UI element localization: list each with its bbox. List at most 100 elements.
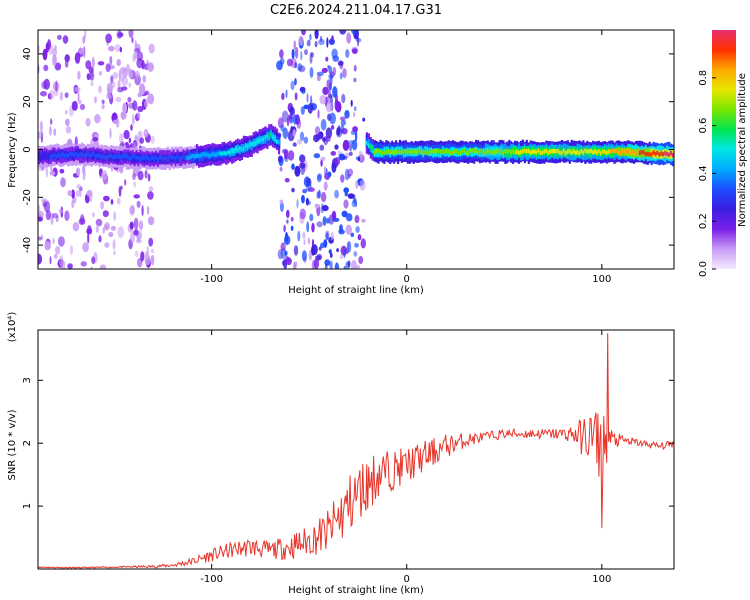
noise-blob bbox=[104, 221, 111, 231]
noise-blob bbox=[70, 245, 73, 255]
noise-blob bbox=[95, 225, 100, 233]
noise-blob bbox=[320, 191, 327, 203]
ridge-cell bbox=[242, 146, 245, 151]
noise-blob bbox=[323, 166, 327, 175]
noise-blob bbox=[85, 117, 91, 127]
ridge-cell bbox=[116, 153, 119, 158]
noise-blob bbox=[95, 218, 103, 227]
noise-blob bbox=[342, 68, 347, 79]
noise-blob bbox=[346, 32, 352, 44]
noise-blob bbox=[326, 217, 330, 224]
noise-blob bbox=[350, 232, 355, 237]
ridge-cell bbox=[594, 149, 597, 154]
noise-blob bbox=[77, 91, 80, 103]
ridge-cell bbox=[86, 151, 89, 161]
snr-ytick-label: 1 bbox=[22, 503, 33, 509]
ridge-cell bbox=[381, 150, 384, 156]
noise-blob bbox=[342, 139, 350, 151]
ridge-cell bbox=[141, 155, 144, 160]
noise-blob bbox=[290, 80, 295, 91]
ridge-cell bbox=[63, 153, 66, 159]
noise-blob bbox=[297, 63, 303, 72]
noise-blob bbox=[361, 218, 366, 223]
noise-blob bbox=[147, 216, 155, 226]
ridge-cell bbox=[194, 154, 197, 159]
noise-blob bbox=[339, 30, 347, 35]
ridge-cell bbox=[256, 138, 259, 144]
ridge-cell bbox=[398, 149, 402, 155]
noise-blob bbox=[311, 238, 315, 248]
noise-blob bbox=[341, 93, 346, 104]
spectrogram-ytick-label: 20 bbox=[22, 95, 33, 108]
spectrogram-ytick-label: 0 bbox=[22, 146, 33, 152]
ridge-cell bbox=[40, 153, 43, 163]
noise-blob bbox=[285, 257, 292, 266]
noise-blob bbox=[52, 237, 55, 245]
ridge-cell bbox=[266, 133, 269, 139]
colorbar-tick-label: 0.6 bbox=[698, 118, 709, 134]
noise-blob bbox=[286, 58, 293, 67]
ridge-cell bbox=[455, 149, 458, 154]
noise-blob bbox=[111, 81, 116, 89]
ridge-cell bbox=[65, 153, 68, 158]
ridge-cell bbox=[588, 149, 591, 154]
noise-blob bbox=[328, 65, 333, 74]
ridge-cell bbox=[145, 155, 148, 164]
noise-blob bbox=[287, 150, 295, 161]
noise-blob bbox=[302, 188, 308, 194]
ridge-cell bbox=[582, 150, 585, 155]
ridge-cell bbox=[86, 151, 89, 156]
ridge-cell bbox=[514, 150, 517, 155]
noise-blob bbox=[90, 266, 93, 269]
noise-blob bbox=[116, 58, 121, 67]
ridge-cell bbox=[379, 150, 382, 155]
noise-blob bbox=[136, 111, 141, 119]
ridge-cell bbox=[424, 150, 427, 155]
noise-blob bbox=[49, 256, 52, 265]
noise-blob bbox=[76, 184, 82, 190]
ridge-cell bbox=[539, 150, 542, 155]
ridge-cell bbox=[482, 149, 485, 154]
noise-blob bbox=[150, 249, 155, 253]
ridge-cell bbox=[174, 156, 177, 162]
ridge-cell bbox=[397, 149, 400, 154]
noise-blob bbox=[352, 126, 358, 133]
snr-background bbox=[38, 330, 674, 569]
noise-blob bbox=[327, 171, 332, 178]
noise-blob bbox=[44, 241, 51, 251]
ridge-cell bbox=[223, 150, 226, 156]
ridge-cell bbox=[248, 142, 251, 147]
noise-blob bbox=[117, 226, 125, 238]
noise-blob bbox=[357, 156, 361, 162]
noise-blob bbox=[90, 81, 94, 86]
ridge-cell bbox=[590, 148, 593, 158]
spectrogram-ytick-label: 40 bbox=[22, 48, 33, 61]
noise-blob bbox=[316, 191, 319, 199]
ridge-cell bbox=[180, 156, 183, 161]
ridge-cell bbox=[443, 149, 446, 154]
noise-blob bbox=[112, 72, 119, 80]
ridge-cell bbox=[82, 153, 86, 158]
ridge-cell bbox=[469, 148, 472, 153]
ridge-cell bbox=[96, 153, 99, 159]
noise-blob bbox=[296, 118, 302, 129]
ridge-cell bbox=[613, 148, 616, 154]
noise-blob bbox=[82, 242, 89, 253]
ridge-cell bbox=[172, 155, 175, 160]
noise-blob bbox=[71, 189, 75, 199]
ridge-cell bbox=[151, 155, 154, 160]
noise-blob bbox=[353, 106, 357, 112]
ridge-cell bbox=[237, 147, 240, 153]
noise-blob bbox=[336, 126, 341, 136]
snr-ytick-label: 3 bbox=[22, 377, 33, 383]
noise-blob bbox=[148, 237, 154, 247]
ridge-cell bbox=[147, 156, 150, 161]
ridge-cell bbox=[59, 149, 62, 159]
ridge-cell bbox=[395, 149, 398, 154]
ridge-cell bbox=[666, 151, 669, 157]
noise-blob bbox=[291, 187, 295, 193]
ridge-cell bbox=[640, 150, 643, 155]
noise-blob bbox=[310, 95, 313, 107]
ridge-cell bbox=[574, 150, 577, 155]
ridge-cell bbox=[578, 151, 581, 156]
